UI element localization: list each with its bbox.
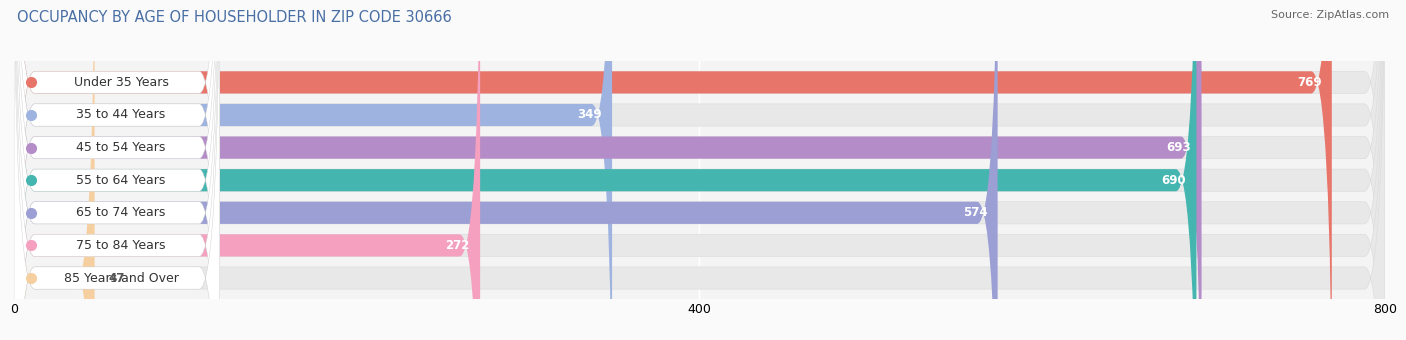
FancyBboxPatch shape	[14, 0, 219, 340]
Text: 690: 690	[1161, 174, 1187, 187]
FancyBboxPatch shape	[14, 0, 998, 340]
FancyBboxPatch shape	[14, 0, 219, 340]
Text: 47: 47	[108, 272, 125, 285]
Text: Under 35 Years: Under 35 Years	[73, 76, 169, 89]
FancyBboxPatch shape	[14, 0, 219, 340]
FancyBboxPatch shape	[14, 0, 1331, 340]
FancyBboxPatch shape	[14, 0, 219, 340]
FancyBboxPatch shape	[14, 0, 219, 340]
Text: 65 to 74 Years: 65 to 74 Years	[76, 206, 166, 219]
Text: 693: 693	[1167, 141, 1191, 154]
Text: 769: 769	[1296, 76, 1322, 89]
FancyBboxPatch shape	[14, 0, 1385, 340]
Text: Source: ZipAtlas.com: Source: ZipAtlas.com	[1271, 10, 1389, 20]
FancyBboxPatch shape	[14, 0, 1385, 340]
FancyBboxPatch shape	[14, 0, 481, 340]
FancyBboxPatch shape	[14, 0, 1385, 340]
FancyBboxPatch shape	[14, 0, 1385, 340]
Text: 75 to 84 Years: 75 to 84 Years	[76, 239, 166, 252]
Text: 45 to 54 Years: 45 to 54 Years	[76, 141, 166, 154]
FancyBboxPatch shape	[14, 0, 1385, 340]
FancyBboxPatch shape	[14, 0, 1197, 340]
Text: 55 to 64 Years: 55 to 64 Years	[76, 174, 166, 187]
FancyBboxPatch shape	[14, 0, 219, 340]
FancyBboxPatch shape	[14, 0, 612, 340]
FancyBboxPatch shape	[14, 0, 219, 340]
Text: OCCUPANCY BY AGE OF HOUSEHOLDER IN ZIP CODE 30666: OCCUPANCY BY AGE OF HOUSEHOLDER IN ZIP C…	[17, 10, 451, 25]
FancyBboxPatch shape	[14, 0, 1385, 340]
Text: 349: 349	[578, 108, 602, 121]
Text: 85 Years and Over: 85 Years and Over	[63, 272, 179, 285]
Text: 272: 272	[446, 239, 470, 252]
FancyBboxPatch shape	[14, 0, 1202, 340]
Text: 35 to 44 Years: 35 to 44 Years	[76, 108, 166, 121]
FancyBboxPatch shape	[14, 0, 1385, 340]
FancyBboxPatch shape	[14, 0, 94, 340]
Text: 574: 574	[963, 206, 987, 219]
